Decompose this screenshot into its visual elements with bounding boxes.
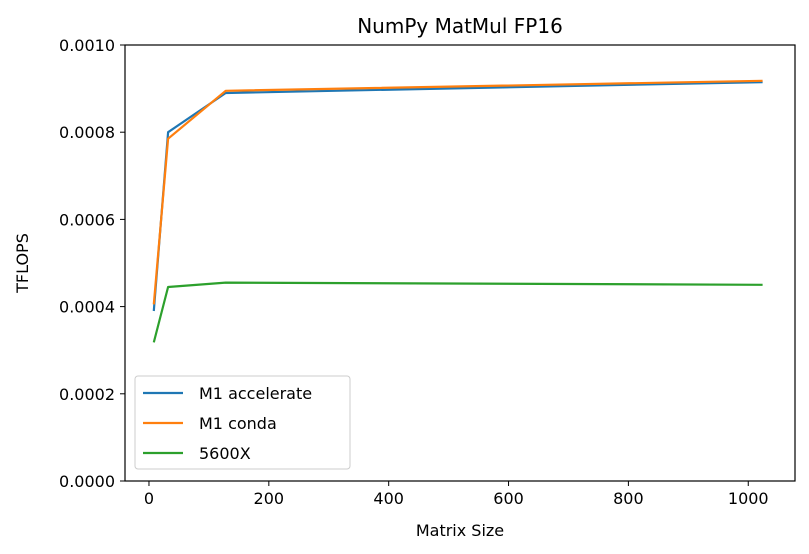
legend: M1 accelerate M1 conda 5600X — [134, 375, 351, 470]
x-tick-label: 200 — [254, 489, 285, 508]
y-tick-label: 0.0002 — [59, 385, 115, 404]
legend-box — [134, 375, 351, 470]
legend-label-0: M1 accelerate — [199, 384, 312, 403]
series-layer — [152, 79, 763, 343]
x-tick-label: 0 — [144, 489, 154, 508]
series-line-1 — [152, 79, 763, 305]
y-tick-label: 0.0010 — [59, 36, 115, 55]
series-line-0 — [152, 81, 763, 312]
chart-title: NumPy MatMul FP16 — [357, 14, 563, 38]
plot-area — [124, 44, 796, 482]
y-tick-label: 0.0000 — [59, 472, 115, 491]
x-tick-label: 400 — [373, 489, 404, 508]
x-axis: 0 200 400 600 800 1000 — [144, 481, 769, 508]
x-tick-label: 1000 — [728, 489, 769, 508]
y-axis: 0.0000 0.0002 0.0004 0.0006 0.0008 0.0010 — [59, 36, 125, 491]
y-axis-label: TFLOPS — [13, 233, 32, 294]
series-line-2 — [152, 281, 763, 343]
legend-label-2: 5600X — [199, 444, 251, 463]
x-axis-label: Matrix Size — [416, 521, 504, 540]
x-tick-label: 800 — [613, 489, 644, 508]
y-tick-label: 0.0008 — [59, 123, 115, 142]
y-tick-label: 0.0006 — [59, 210, 115, 229]
legend-label-1: M1 conda — [199, 414, 277, 433]
y-tick-label: 0.0004 — [59, 298, 115, 317]
x-tick-label: 600 — [493, 489, 524, 508]
